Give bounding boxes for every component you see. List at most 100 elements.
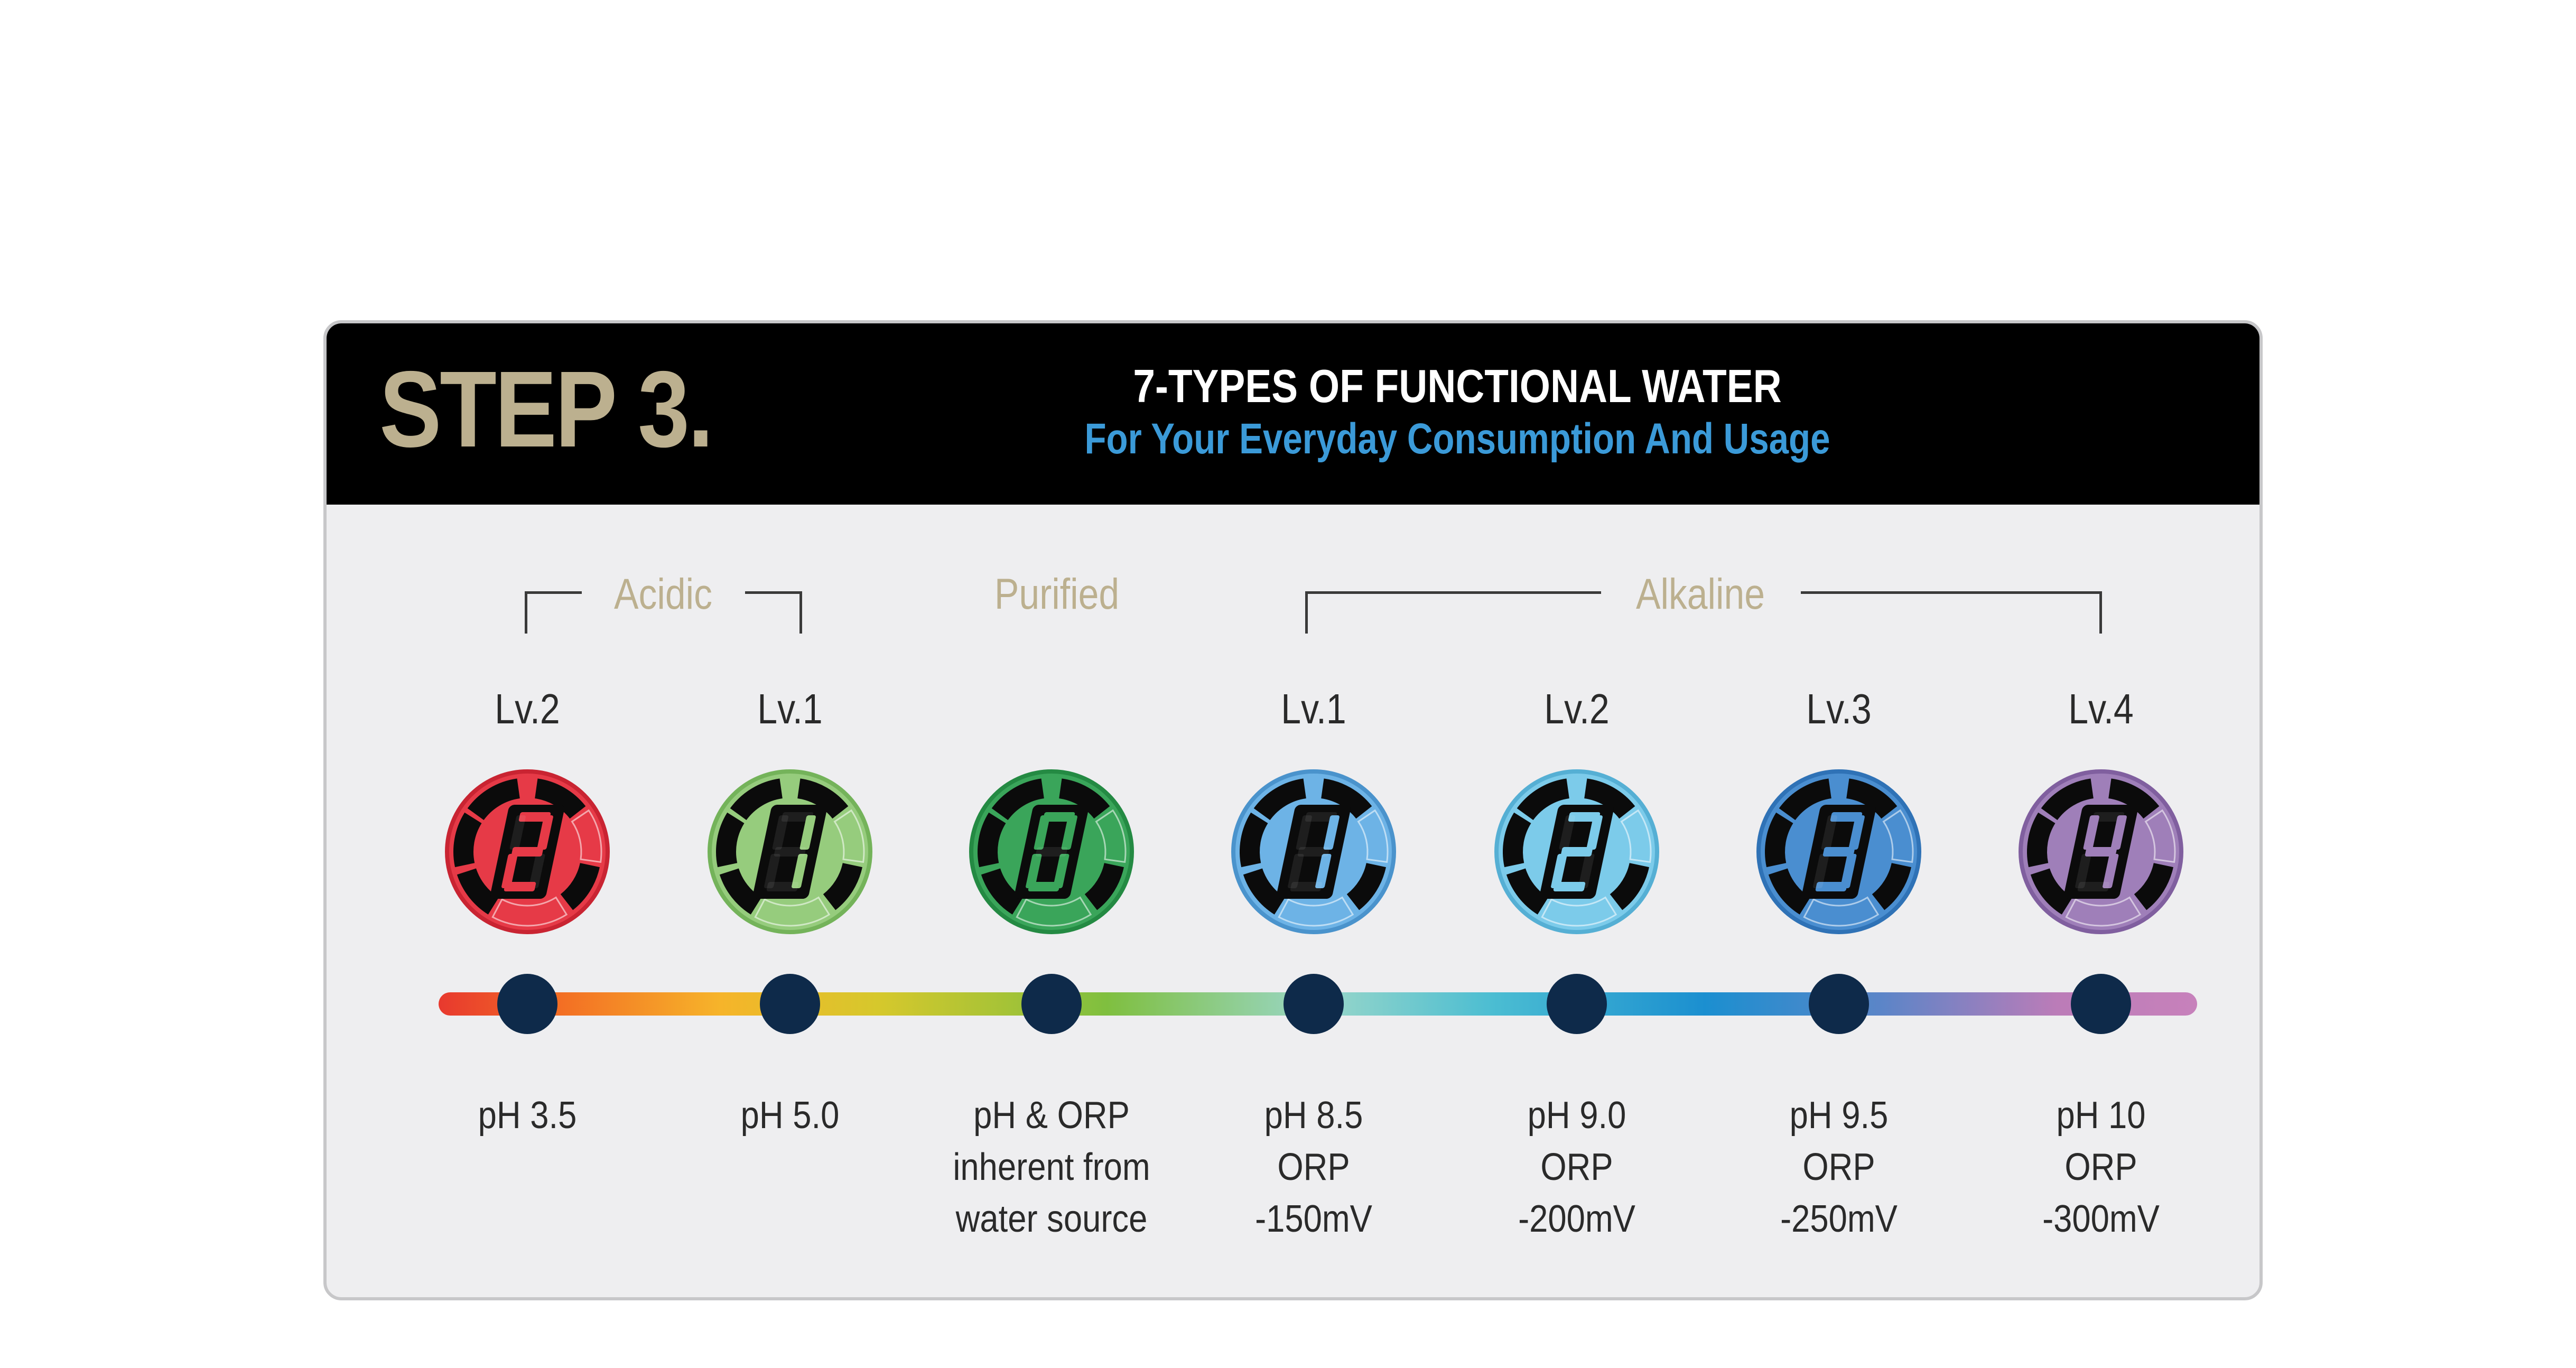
dial-ring-segment xyxy=(1253,778,1306,821)
dial-ring-segment xyxy=(1321,778,1372,819)
digit-display xyxy=(752,805,827,899)
dial-ring-segment xyxy=(491,896,568,927)
level-label: Lv.1 xyxy=(757,685,823,732)
acidic-label: Acidic xyxy=(614,570,712,618)
dial-ring-segment xyxy=(1765,812,1793,868)
digit-segment xyxy=(1034,815,1050,850)
dial-ring-segment xyxy=(1506,868,1548,915)
dial-ring-segment xyxy=(754,896,831,927)
dial-ring-segment xyxy=(2134,863,2173,910)
ph-info: pH 8.5 ORP -150mV xyxy=(1211,1090,1416,1245)
dial-ring-segment xyxy=(1610,863,1649,910)
digit-segment xyxy=(1813,854,1829,888)
digit-segment xyxy=(792,854,808,888)
dial-ring-segment xyxy=(1346,863,1386,910)
digit-segment xyxy=(1551,854,1567,888)
dial-ring-segment xyxy=(716,812,745,868)
header-bar: STEP 3. 7-TYPES OF FUNCTIONAL WATER For … xyxy=(327,323,2259,505)
dial-ring-segment xyxy=(730,778,783,821)
digit-segment xyxy=(764,854,780,888)
digit-segment xyxy=(1053,854,1070,888)
dial-ring-segment xyxy=(1059,778,1110,819)
dial-ring-segment xyxy=(1846,778,1898,819)
dial-ring-segment xyxy=(535,778,586,819)
digit-segment xyxy=(1323,815,1340,850)
ph-line-3: water source xyxy=(955,1198,1148,1240)
digit-segment xyxy=(518,812,551,822)
dial-ring-segment xyxy=(1517,778,1569,821)
dial-ring-segment xyxy=(797,778,849,819)
dial-ring-segment xyxy=(991,778,1044,821)
digit-segment xyxy=(1026,854,1042,888)
dial-ring-segment xyxy=(2027,812,2056,868)
dial-ring-segment xyxy=(1803,896,1880,927)
level-label: Lv.2 xyxy=(495,685,560,732)
digit-segment xyxy=(1560,847,1593,857)
digit-display xyxy=(1014,805,1089,899)
dial-ring-segment xyxy=(823,863,862,910)
dial-ring-segment xyxy=(467,778,520,821)
ph-scale xyxy=(439,974,2197,1034)
dial-ring-segment xyxy=(2144,809,2176,863)
main-title: 7-TYPES OF FUNCTIONAL WATER xyxy=(1133,360,1782,412)
digit-segment xyxy=(1822,847,1855,857)
dial-ring-segment xyxy=(1095,809,1127,863)
dial-lv3-alkaline xyxy=(1756,769,1921,934)
level-label: Lv.3 xyxy=(1806,685,1872,732)
dial-ring-segment xyxy=(1620,809,1652,863)
step-title: STEP 3. xyxy=(379,349,714,470)
acidic-bracket-left-drop xyxy=(525,591,527,634)
digit-segment xyxy=(1315,854,1332,888)
step-card: STEP 3. 7-TYPES OF FUNCTIONAL WATER For … xyxy=(323,320,2263,1300)
digit-segment xyxy=(766,882,799,891)
dial-ring-segment xyxy=(2065,896,2142,927)
digit-segment xyxy=(1559,815,1575,850)
alkaline-bracket-right-drop xyxy=(2099,591,2102,634)
dial-lv2-acidic xyxy=(445,769,610,934)
digit-segment xyxy=(1830,812,1863,822)
digit-segment xyxy=(1288,854,1304,888)
digit-segment xyxy=(537,815,553,850)
ph-marker xyxy=(1284,974,1344,1034)
ph-line-3: -300mV xyxy=(2042,1198,2160,1240)
digit-display xyxy=(2063,805,2138,899)
dial-ring-segment xyxy=(1768,868,1810,915)
digit-segment xyxy=(2110,815,2127,850)
digit-segment xyxy=(1061,815,1077,850)
digit-segment xyxy=(1296,815,1312,850)
alkaline-label: Alkaline xyxy=(1635,570,1765,618)
dial-ring-segment xyxy=(560,863,600,910)
ph-marker xyxy=(2071,974,2131,1034)
dial-ring-segment xyxy=(978,812,1006,868)
dial-lv2-alkaline xyxy=(1494,769,1659,934)
digit-segment xyxy=(1043,812,1075,822)
dial-ring-segment xyxy=(1779,778,1831,821)
subtitle: For Your Everyday Consumption And Usage xyxy=(1084,415,1830,463)
dial-ring-segment xyxy=(719,868,761,915)
dial-ring-segment xyxy=(1278,896,1354,927)
dial-ring-segment xyxy=(1016,896,1092,927)
digit-segment xyxy=(509,815,526,850)
digit-segment xyxy=(2083,815,2099,850)
level-label: Lv.1 xyxy=(1281,685,1346,732)
ph-line-1: pH 8.5 xyxy=(1264,1094,1363,1137)
ph-marker xyxy=(1547,974,1607,1034)
dial-ring-segment xyxy=(2041,778,2094,821)
level-label: Lv.2 xyxy=(1544,685,1610,732)
dial-lv1-alkaline xyxy=(1231,769,1396,934)
dial-ring-segment xyxy=(1240,812,1268,868)
dial-ring-segment xyxy=(2030,868,2072,915)
dial-lv4-alkaline xyxy=(2019,769,2183,934)
dial-ring-segment xyxy=(1882,809,1914,863)
purified-label: Purified xyxy=(994,570,1120,618)
dial-purified xyxy=(969,769,1134,934)
digit-segment xyxy=(1840,854,1857,888)
digit-segment xyxy=(1586,815,1603,850)
digit-segment xyxy=(529,854,545,888)
digit-segment xyxy=(1848,815,1865,850)
ph-line-2: ORP xyxy=(1540,1146,1613,1188)
alkaline-bracket-left-drop xyxy=(1305,591,1308,634)
alkaline-bracket-left-top xyxy=(1305,591,1601,594)
dial-ring-segment xyxy=(1357,809,1389,863)
dial-ring-segment xyxy=(1541,896,1617,927)
